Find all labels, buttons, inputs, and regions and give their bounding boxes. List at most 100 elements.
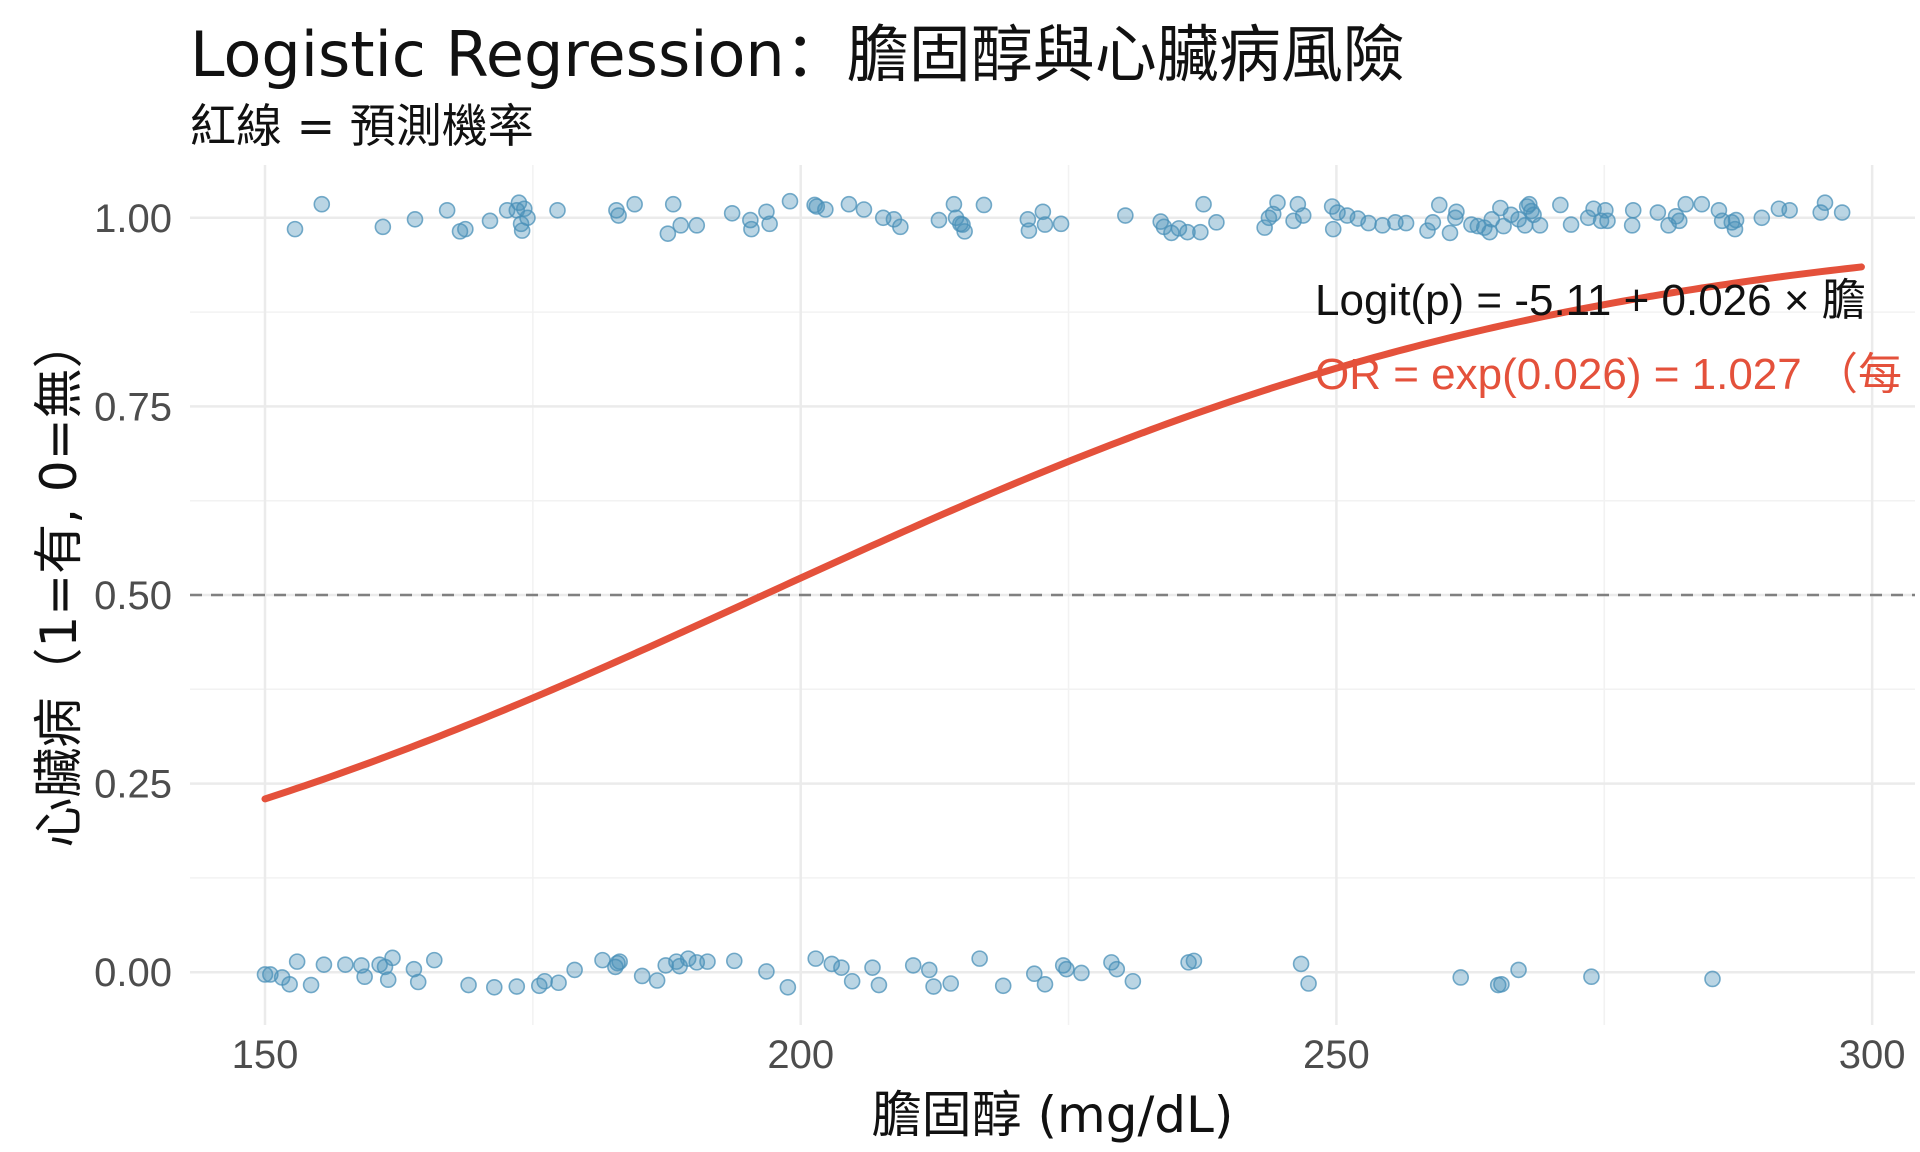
data-point-y1	[515, 200, 533, 218]
data-point-y1	[1020, 222, 1038, 239]
data-point-y0	[485, 978, 503, 996]
data-point-y1	[1812, 204, 1830, 221]
data-point-y1	[664, 195, 682, 213]
data-point-y1	[1727, 211, 1745, 229]
data-point-y1	[1624, 201, 1642, 219]
data-point-y1	[781, 192, 799, 210]
data-point-y0	[536, 972, 553, 990]
data-point-y0	[302, 976, 320, 994]
data-point-y1	[1781, 201, 1798, 219]
annotations-group: Logit(p) = -5.11 + 0.026 × 膽 OR = exp(0.0…	[1315, 276, 1902, 399]
data-point-y1	[808, 198, 826, 215]
data-point-y0	[425, 951, 443, 969]
data-point-y0	[611, 953, 628, 970]
data-point-y1	[1562, 216, 1580, 233]
data-point-y1	[1495, 217, 1512, 235]
data-point-y1	[975, 196, 993, 214]
data-point-y1	[457, 220, 474, 238]
data-point-y0	[1108, 960, 1126, 978]
data-point-y1	[1670, 212, 1688, 230]
data-point-y1	[1441, 224, 1459, 242]
data-point-y1	[930, 211, 948, 229]
data-point-y1	[1034, 203, 1052, 221]
data-point-y1	[610, 207, 627, 224]
data-point-y1	[313, 195, 331, 213]
data-point-y1	[855, 201, 873, 218]
data-point-y0	[920, 961, 938, 979]
data-point-y1	[374, 218, 392, 236]
data-point-y1	[481, 212, 499, 230]
data-point-y1	[1552, 196, 1569, 214]
data-point-y0	[566, 961, 583, 979]
data-point-y1	[1481, 223, 1498, 241]
x-tick-label: 250	[1303, 1033, 1370, 1077]
data-point-y0	[779, 978, 797, 996]
data-point-y1	[1693, 195, 1711, 213]
data-point-y1	[1419, 222, 1436, 239]
data-point-y0	[633, 967, 651, 985]
data-point-y0	[870, 976, 888, 994]
data-point-y1	[1677, 195, 1695, 213]
data-point-y0	[925, 978, 942, 995]
chart-subtitle: 紅線 = 預測機率	[190, 99, 534, 153]
data-point-y1	[1579, 209, 1597, 227]
data-point-y1	[406, 211, 424, 228]
data-point-y1	[723, 204, 741, 222]
data-point-y0	[356, 968, 373, 986]
data-point-y0	[508, 978, 526, 995]
data-point-y1	[1585, 200, 1602, 218]
data-point-y0	[1452, 969, 1470, 986]
y-tick-label: 0.00	[94, 951, 172, 995]
y-axis-label: 心臟病（1=有, 0=無）	[30, 318, 88, 848]
data-point-y0	[1036, 975, 1054, 993]
data-point-y1	[1170, 220, 1188, 237]
data-point-y0	[409, 973, 427, 991]
chart-title: Logistic Regression：膽固醇與心臟病風險	[190, 18, 1405, 91]
data-point-y1	[1833, 204, 1851, 221]
x-tick-label: 200	[767, 1033, 834, 1077]
data-point-y1	[1649, 204, 1667, 221]
data-point-y0	[1292, 955, 1310, 973]
data-point-y0	[725, 952, 743, 970]
data-point-y0	[460, 976, 477, 994]
data-point-y1	[1753, 209, 1771, 227]
data-point-y0	[1493, 975, 1510, 993]
data-point-y0	[843, 972, 861, 990]
data-point-y1	[1269, 194, 1286, 212]
data-point-y0	[864, 959, 881, 976]
data-point-y1	[1510, 211, 1527, 228]
data-point-y1	[840, 195, 858, 213]
prediction-curve	[261, 263, 1865, 803]
data-point-y1	[1324, 220, 1342, 238]
data-point-y0	[807, 950, 825, 967]
data-point-y1	[1816, 194, 1834, 212]
data-point-y1	[956, 223, 973, 240]
data-point-y1	[945, 195, 963, 213]
data-point-y1	[1447, 209, 1464, 227]
y-tick-label: 0.25	[94, 763, 172, 807]
equation-annotation: OR = exp(0.026) = 1.027 （每	[1315, 350, 1902, 399]
data-point-y1	[438, 201, 456, 219]
data-point-y1	[1208, 214, 1225, 231]
data-point-y1	[1256, 219, 1273, 236]
data-point-y0	[648, 972, 666, 989]
data-point-y1	[1195, 195, 1212, 213]
data-point-y0	[679, 950, 697, 967]
y-tick-label: 0.75	[94, 385, 172, 429]
data-point-y0	[1058, 960, 1075, 978]
data-point-y1	[659, 225, 677, 242]
data-point-y1	[1448, 203, 1465, 221]
data-point-y1	[549, 201, 566, 219]
x-tick-label: 300	[1839, 1033, 1906, 1077]
data-point-y1	[1192, 223, 1209, 241]
data-point-y0	[1704, 970, 1721, 988]
data-point-y0	[550, 974, 567, 992]
data-point-y0	[1124, 972, 1142, 990]
data-point-y1	[1424, 214, 1442, 231]
data-point-y0	[994, 977, 1012, 995]
data-point-y0	[1583, 968, 1600, 986]
points-group	[256, 192, 1851, 996]
data-point-y1	[1052, 215, 1070, 233]
